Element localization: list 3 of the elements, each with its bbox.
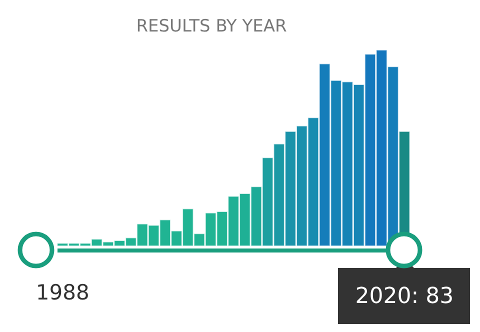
x-tick-label: 1988 [36,280,90,304]
data-label: 2020: 83 [355,284,454,309]
chart-title: RESULTS BY YEAR [136,16,287,36]
